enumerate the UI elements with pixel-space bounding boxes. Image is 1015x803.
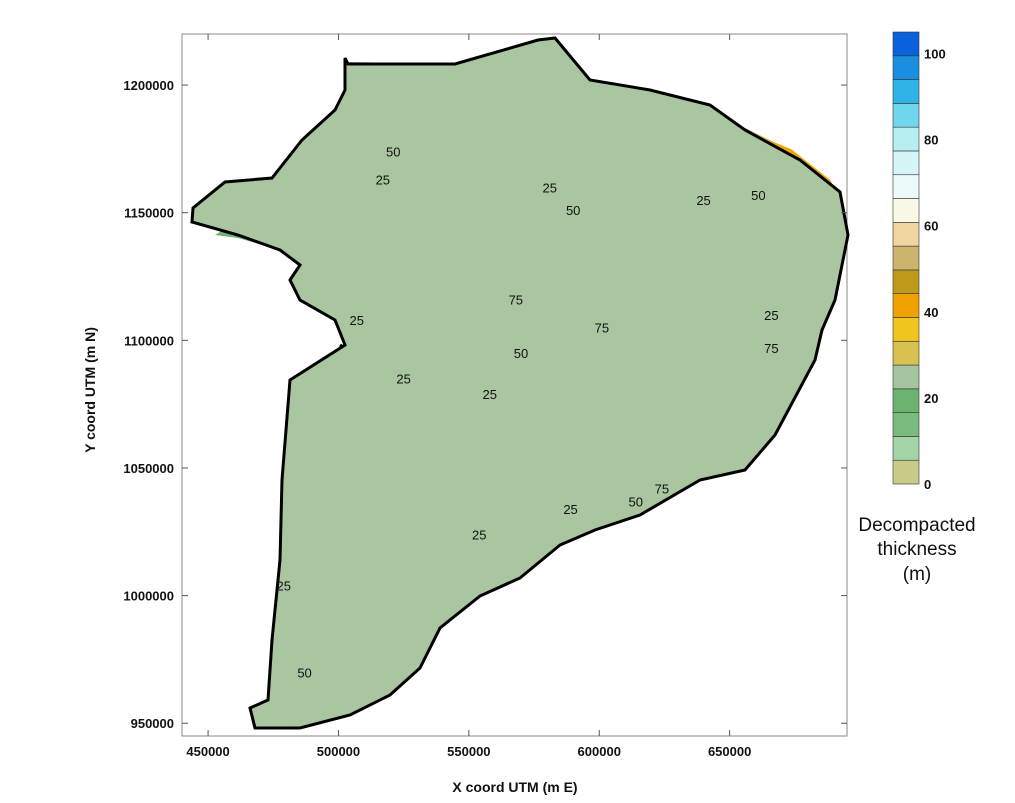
contour-label: 75: [655, 481, 669, 496]
legend-title-line-1: Decompacted: [858, 515, 975, 536]
x-tick-label: 650000: [708, 744, 751, 759]
legend-swatch: [892, 364, 920, 390]
contour-label: 75: [595, 321, 609, 336]
contour-label: 50: [566, 203, 580, 218]
contour-label: 25: [482, 387, 496, 402]
y-tick-label: 950000: [131, 716, 174, 731]
legend-tick-label: 0: [924, 477, 931, 492]
legend-swatch: [892, 340, 920, 366]
legend-swatch: [892, 198, 920, 223]
contour-label: 75: [509, 293, 523, 308]
contour-label: 50: [514, 346, 528, 361]
legend-swatch: [892, 269, 920, 294]
legend-swatch: [892, 103, 920, 128]
contour-label-layer: 50 25 25 50 25 50 75 25 50 75 25 75 25 25 75 25 50 25 25 50: [276, 145, 778, 681]
legend-title-line-2: thickness: [877, 539, 956, 560]
legend-swatch: [892, 150, 920, 176]
legend-swatch: [892, 388, 920, 413]
y-tick-label: 1150000: [124, 206, 174, 221]
y-axis-title: Y coord UTM (m N): [82, 327, 98, 453]
y-axis: 950000 1000000 1050000 1100000 1150000 120000…: [123, 78, 847, 731]
contour-label: 75: [764, 341, 778, 356]
legend-swatch: [892, 126, 920, 152]
legend-swatch: [892, 459, 920, 485]
contour-label: 25: [696, 193, 710, 208]
contour-label: 25: [349, 313, 363, 328]
legend-tick-label: 20: [924, 391, 938, 406]
legend-title-line-3: (m): [903, 564, 931, 585]
contour-label: 25: [764, 308, 778, 323]
y-tick-label: 1000000: [123, 589, 174, 604]
legend-tick-label: 60: [924, 219, 938, 234]
contour-label: 25: [376, 173, 390, 188]
contour-label: 50: [751, 188, 765, 203]
x-axis: 450000 500000 550000 600000 650000: [186, 34, 751, 759]
legend-swatch: [892, 317, 920, 342]
legend-swatch: [892, 55, 920, 80]
legend-swatch: [892, 79, 920, 104]
legend: 100 80 60 40 20 0: [892, 31, 946, 492]
y-tick-label: 1100000: [124, 333, 174, 348]
legend-swatch: [892, 412, 920, 437]
contour-label: 25: [276, 578, 290, 593]
y-tick-label: 1050000: [123, 461, 174, 476]
legend-swatch: [892, 31, 920, 57]
legend-swatch: [892, 222, 920, 247]
legend-tick-label: 40: [924, 305, 938, 320]
x-tick-label: 500000: [317, 744, 360, 759]
contour-label: 25: [472, 527, 486, 542]
contour-label: 25: [542, 180, 556, 195]
x-tick-label: 550000: [447, 744, 490, 759]
contour-label: 50: [386, 145, 400, 160]
x-tick-label: 450000: [186, 744, 229, 759]
legend-swatch: [892, 293, 920, 318]
x-tick-label: 600000: [578, 744, 621, 759]
legend-swatch: [892, 436, 920, 461]
legend-swatch: [892, 174, 920, 199]
contour-label: 50: [629, 494, 643, 509]
legend-tick-label: 100: [924, 47, 946, 62]
y-tick-label: 1200000: [123, 78, 174, 93]
x-axis-title: X coord UTM (m E): [452, 779, 577, 795]
legend-swatch: [892, 245, 920, 271]
contour-label: 25: [396, 372, 410, 387]
contour-label: 25: [563, 502, 577, 517]
contour-label: 50: [297, 665, 311, 680]
legend-tick-label: 80: [924, 133, 938, 148]
